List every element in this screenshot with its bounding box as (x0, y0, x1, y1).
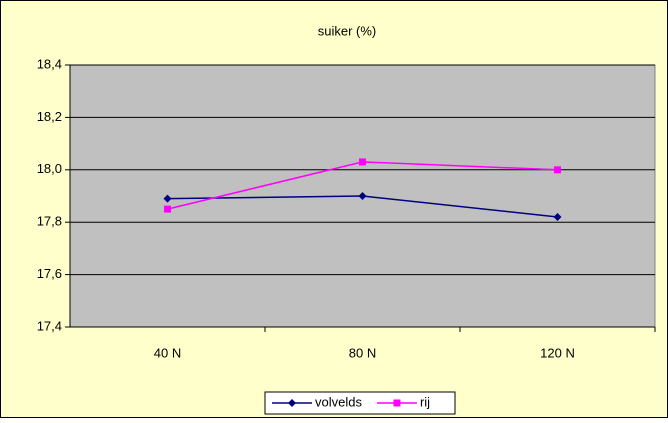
x-tick-label: 40 N (154, 345, 181, 360)
chart-title: suiker (%) (318, 23, 377, 38)
y-tick-label: 17,8 (37, 214, 62, 229)
data-point (554, 166, 561, 174)
legend-marker (288, 399, 296, 407)
data-point (164, 205, 171, 213)
data-point (163, 194, 172, 203)
y-tick-label: 18,4 (37, 56, 62, 71)
legend-box (264, 391, 456, 415)
data-point (553, 212, 562, 221)
x-tick-label: 80 N (349, 345, 376, 360)
legend-label: rij (420, 394, 430, 409)
legend-marker (393, 399, 401, 407)
y-tick-label: 17,6 (37, 266, 62, 281)
data-point (359, 158, 366, 166)
y-tick-label: 17,4 (37, 318, 62, 333)
data-point (358, 192, 367, 200)
y-tick-label: 18,2 (37, 109, 62, 124)
legend-label: volvelds (315, 394, 362, 409)
x-tick-label: 120 N (540, 345, 575, 360)
y-tick-label: 18,0 (37, 161, 62, 176)
